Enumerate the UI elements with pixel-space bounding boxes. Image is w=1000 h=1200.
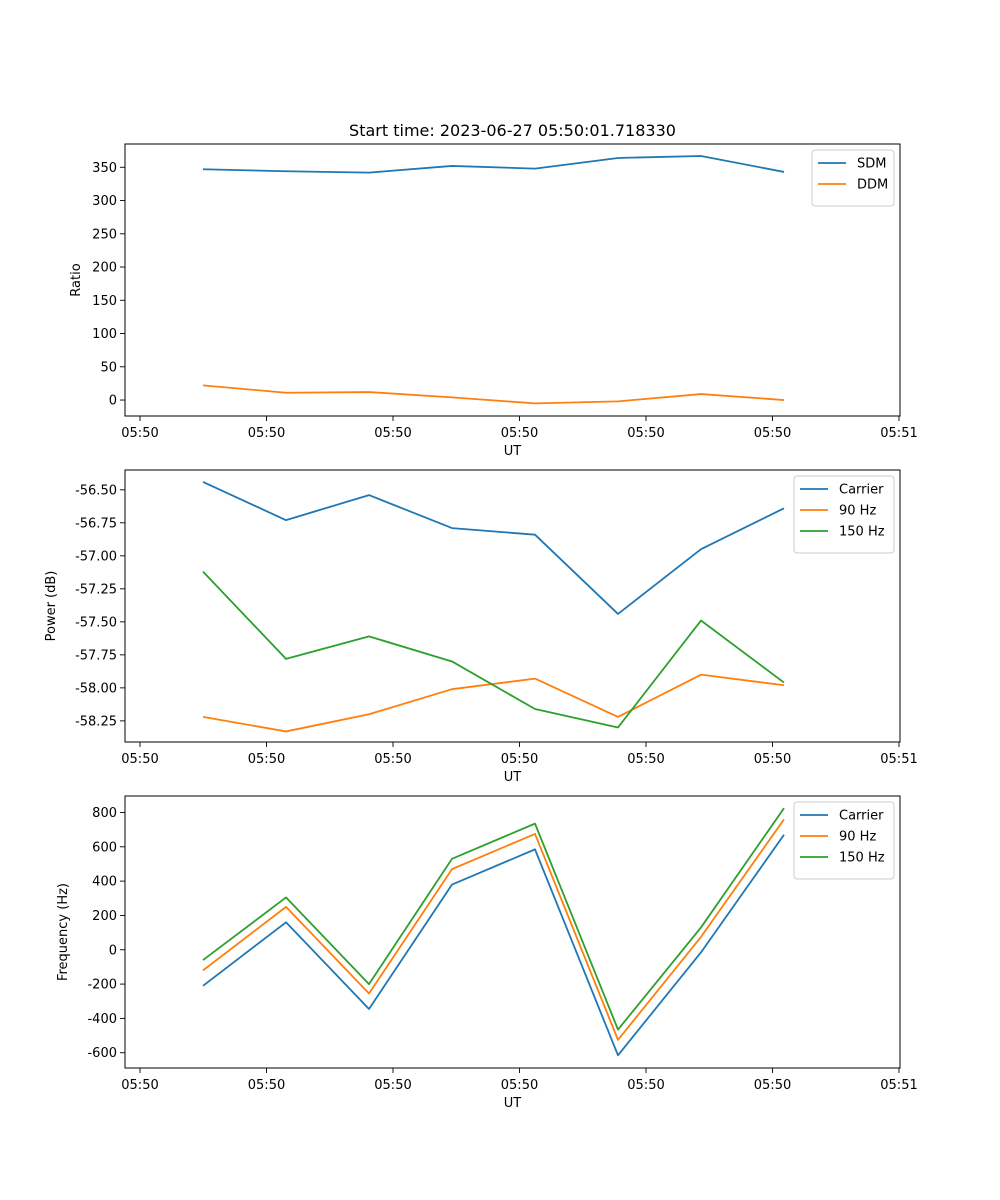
legend: SDM DDM [811,149,895,207]
legend-box [793,801,895,880]
y-tick-label: 100 [92,327,117,342]
y-tick-label: -57.00 [75,549,117,564]
y-tick-label: 800 [92,806,117,821]
legend-label: DDM [857,178,888,193]
chart-title: Start time: 2023-06-27 05:50:01.718330 [349,121,676,140]
series-line-150-hz [202,807,785,1031]
series-line-sdm [202,155,785,174]
x-tick-label: 05:50 [627,426,664,441]
x-tick-label: 05:51 [880,1078,917,1093]
y-tick-label: 150 [92,294,117,309]
y-tick-label: 0 [109,943,117,958]
y-tick-label: -56.50 [75,483,117,498]
series-line-90-hz [202,673,785,733]
legend-label: 150 Hz [839,851,885,866]
legend: Carrier 90 Hz 150 Hz [793,475,895,554]
x-tick-label: 05:50 [121,426,158,441]
y-tick-label: 200 [92,261,117,276]
legend-label: 90 Hz [839,830,876,845]
legend-label: 150 Hz [839,525,885,540]
series-line-ddm [202,384,785,405]
legend-label: Carrier [839,483,884,498]
legend-label: SDM [857,157,886,172]
x-tick-label: 05:51 [880,752,917,767]
x-tick-label: 05:50 [248,752,285,767]
legend-box [793,475,895,554]
x-axis-label: UT [504,444,522,459]
plot-frame [124,143,901,417]
y-axis-label: Frequency (Hz) [56,883,71,981]
x-tick-label: 05:50 [248,1078,285,1093]
ratio-panel: 0 50 100 150 200 250 300 350 05:50 05:50 05:50 05:5… [69,143,918,459]
legend: Carrier 90 Hz 150 Hz [793,801,895,880]
series-line-carrier [202,834,785,1057]
y-tick-label: -58.00 [75,681,117,696]
x-tick-label: 05:50 [627,752,664,767]
y-tick-label: -57.75 [75,648,117,663]
y-tick-label: 300 [92,194,117,209]
x-tick-label: 05:50 [248,426,285,441]
x-tick-label: 05:50 [754,426,791,441]
y-tick-label: 600 [92,840,117,855]
x-tick-label: 05:50 [501,752,538,767]
y-tick-label: 400 [92,875,117,890]
series-line-150-hz [202,571,785,729]
y-axis-label: Power (dB) [44,571,59,642]
y-tick-label: -58.25 [75,714,117,729]
y-tick-label: 350 [92,161,117,176]
y-tick-label: 0 [109,394,117,409]
y-tick-label: -600 [87,1046,117,1061]
y-tick-label: -56.75 [75,516,117,531]
x-tick-label: 05:50 [121,1078,158,1093]
y-axis-label: Ratio [69,263,84,296]
x-axis-label: UT [504,1096,522,1111]
x-tick-label: 05:50 [754,1078,791,1093]
x-tick-label: 05:50 [121,752,158,767]
x-tick-label: 05:51 [880,426,917,441]
y-tick-label: -200 [87,978,117,993]
y-tick-label: 200 [92,909,117,924]
x-tick-label: 05:50 [754,752,791,767]
legend-box [811,149,895,207]
frequency-panel: -600 -400 -200 0 200 400 600 800 05:50 05:50 05:50… [56,795,918,1111]
legend-label: Carrier [839,809,884,824]
series-line-carrier [202,481,785,615]
x-axis-label: UT [504,770,522,785]
y-tick-label: -57.25 [75,582,117,597]
legend-label: 90 Hz [839,504,876,519]
plot-frame [124,795,901,1069]
x-tick-label: 05:50 [374,426,411,441]
x-tick-label: 05:50 [501,426,538,441]
x-tick-label: 05:50 [374,752,411,767]
power-panel: -58.25 -58.00 -57.75 -57.50 -57.25 -57.00 -56.… [44,469,918,785]
y-tick-label: -400 [87,1012,117,1027]
plot-frame [124,469,901,743]
x-tick-label: 05:50 [501,1078,538,1093]
y-tick-label: 250 [92,227,117,242]
y-tick-label: 50 [100,360,117,375]
x-tick-label: 05:50 [374,1078,411,1093]
series-line-90-hz [202,818,785,1041]
y-tick-label: -57.50 [75,615,117,630]
x-tick-label: 05:50 [627,1078,664,1093]
